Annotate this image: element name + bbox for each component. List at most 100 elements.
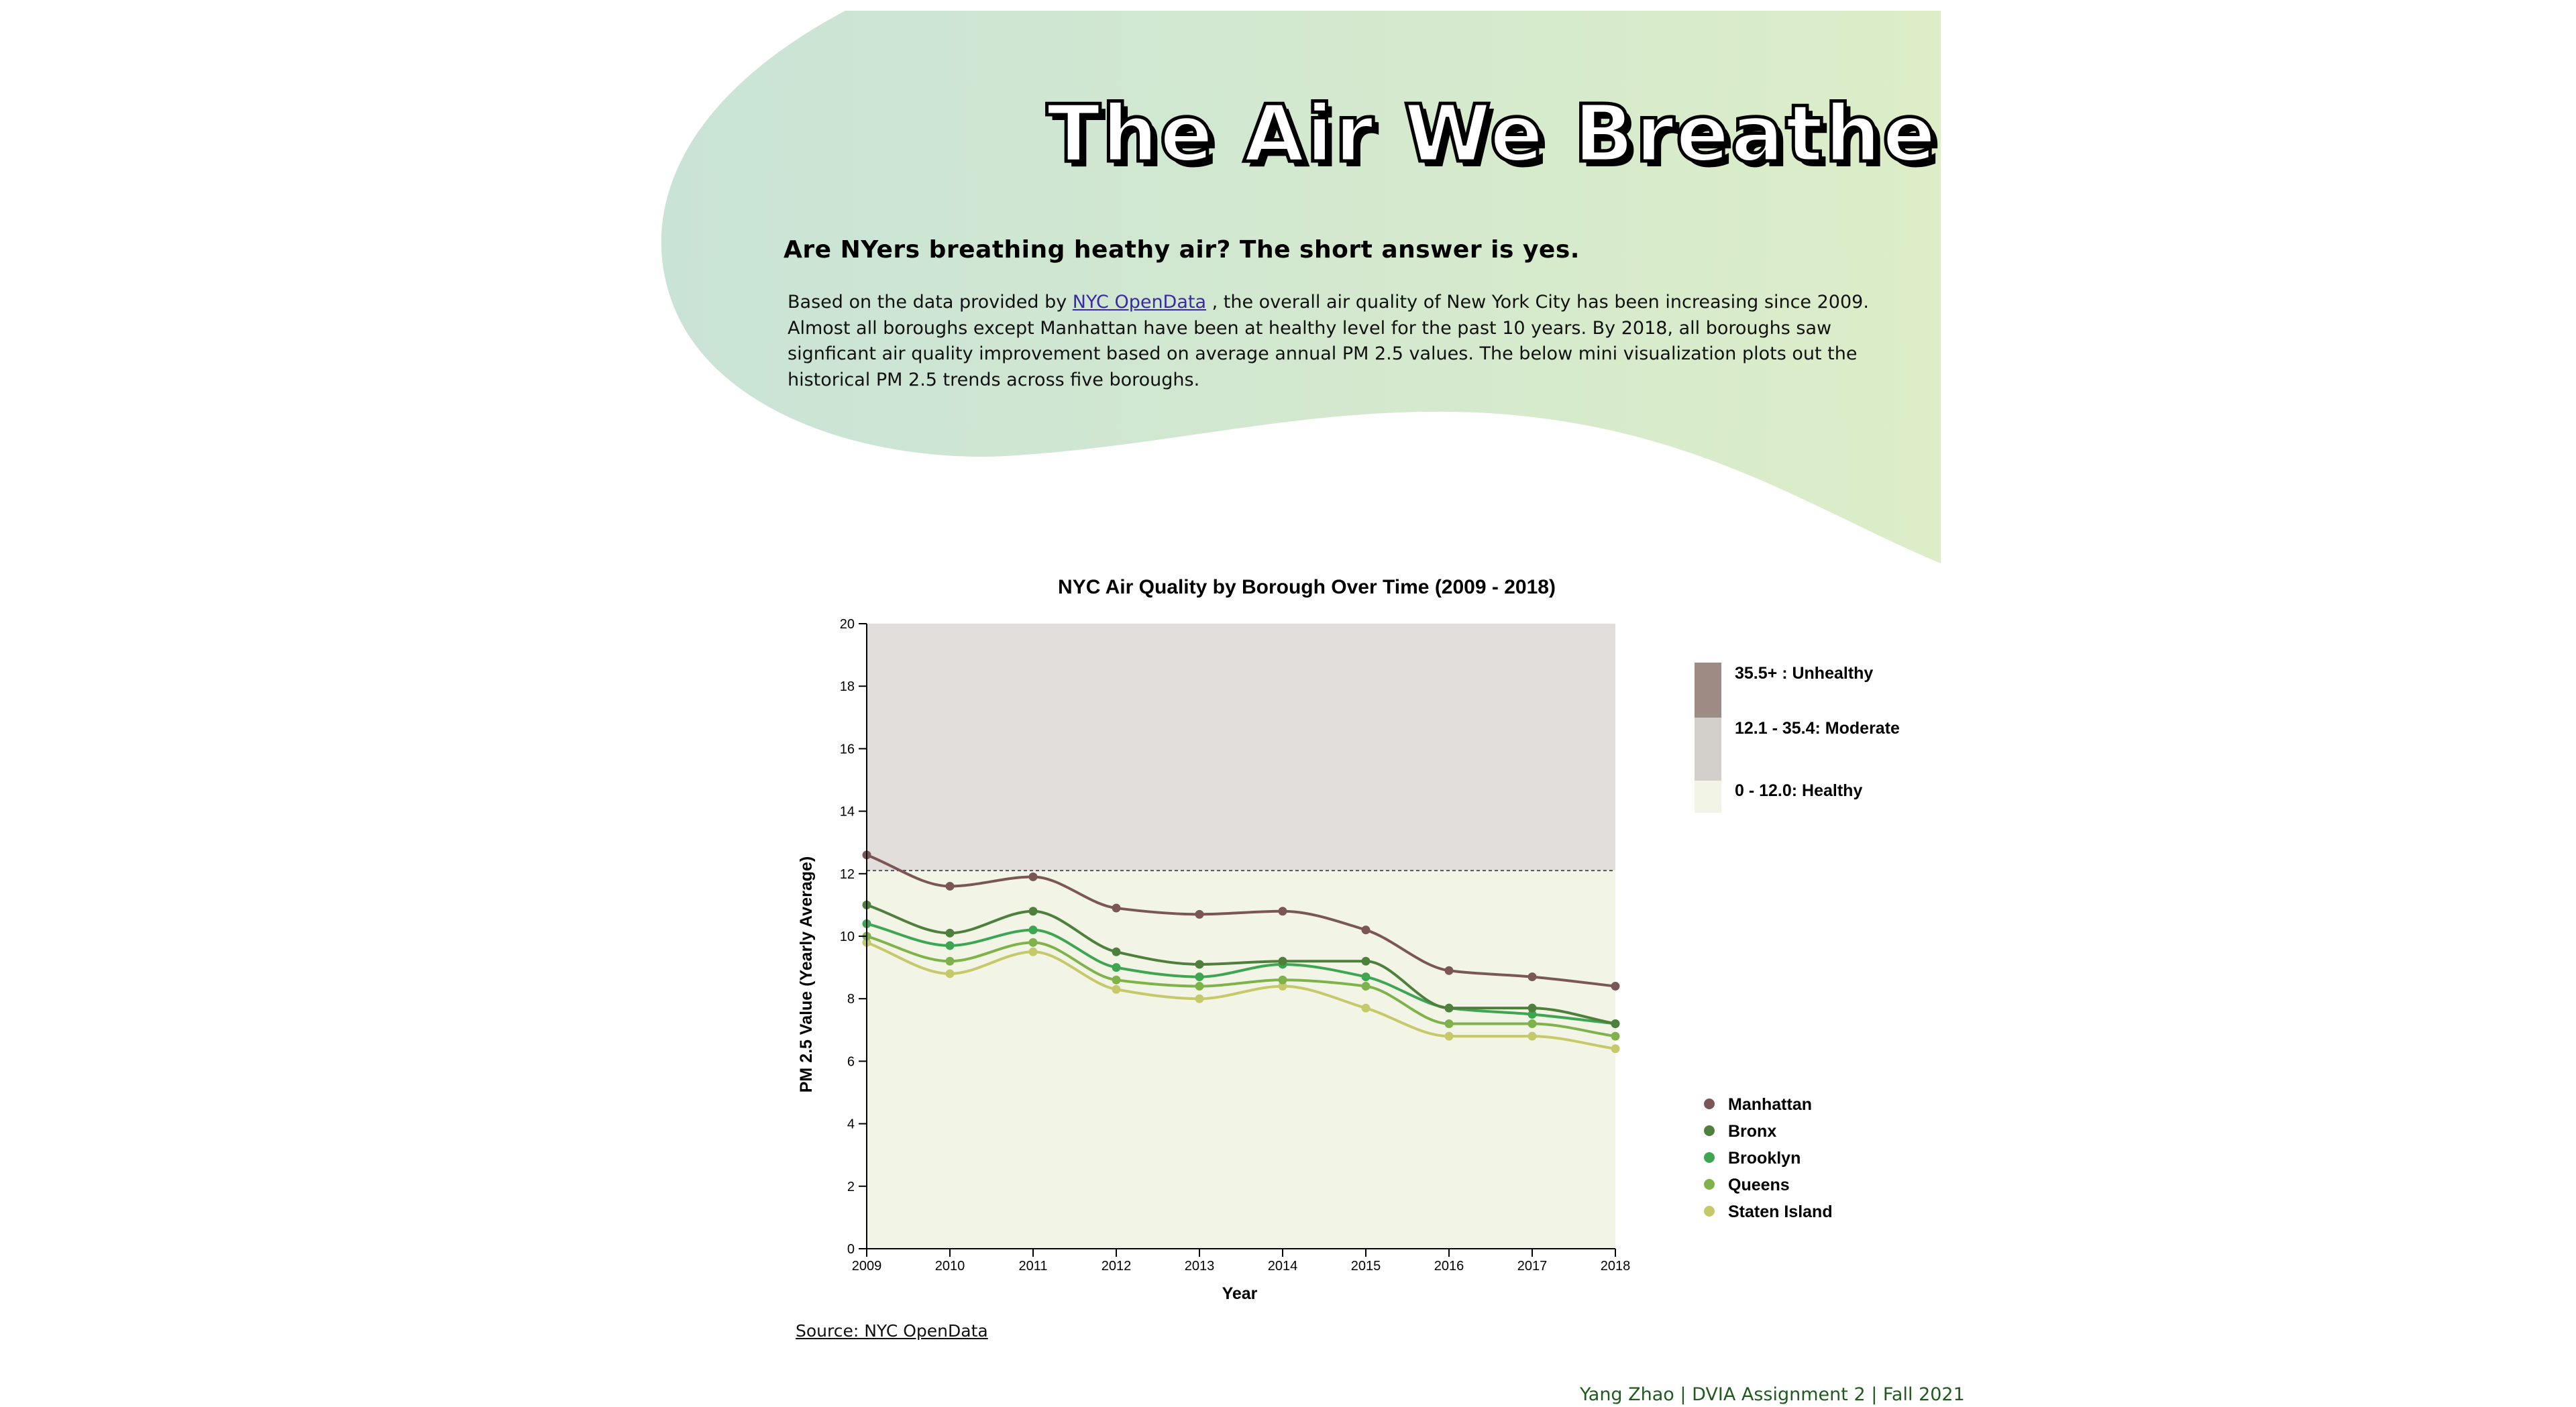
legend-dot-queens bbox=[1704, 1179, 1715, 1190]
legend-label-queens: Queens bbox=[1728, 1176, 1790, 1194]
data-point-staten-island-2018[interactable] bbox=[1611, 1044, 1620, 1054]
data-point-bronx-2018[interactable] bbox=[1611, 1019, 1620, 1028]
data-point-staten-island-2017[interactable] bbox=[1527, 1031, 1537, 1041]
band-swatch-unhealthy bbox=[1695, 663, 1721, 718]
legend-label-staten-island: Staten Island bbox=[1728, 1202, 1833, 1221]
x-tick-label: 2013 bbox=[1185, 1259, 1215, 1274]
chart-title: NYC Air Quality by Borough Over Time (20… bbox=[1058, 576, 1556, 598]
data-point-manhattan-2018[interactable] bbox=[1611, 982, 1620, 991]
intro-paragraph: Based on the data provided by NYC OpenDa… bbox=[788, 290, 1901, 393]
x-tick-label: 2016 bbox=[1434, 1259, 1464, 1274]
data-point-queens-2010[interactable] bbox=[945, 956, 955, 966]
legend-label-manhattan: Manhattan bbox=[1728, 1095, 1812, 1114]
data-point-staten-island-2013[interactable] bbox=[1195, 994, 1204, 1003]
data-point-queens-2018[interactable] bbox=[1611, 1031, 1620, 1041]
x-tick-label: 2018 bbox=[1601, 1259, 1631, 1274]
data-point-queens-2012[interactable] bbox=[1112, 975, 1121, 984]
x-axis-label: Year bbox=[1222, 1284, 1258, 1303]
data-point-manhattan-2016[interactable] bbox=[1444, 966, 1454, 975]
data-point-staten-island-2011[interactable] bbox=[1028, 947, 1038, 956]
data-point-bronx-2013[interactable] bbox=[1195, 960, 1204, 969]
x-tick-label: 2014 bbox=[1268, 1259, 1298, 1274]
source-note: Source: NYC OpenData bbox=[796, 1321, 988, 1341]
series-line-manhattan bbox=[866, 853, 1616, 988]
data-point-brooklyn-2010[interactable] bbox=[945, 941, 955, 950]
x-tick-label: 2009 bbox=[852, 1259, 882, 1274]
data-point-staten-island-2014[interactable] bbox=[1278, 982, 1287, 991]
y-tick-label: 2 bbox=[847, 1180, 855, 1194]
data-point-manhattan-2010[interactable] bbox=[945, 881, 955, 891]
x-tick-label: 2017 bbox=[1517, 1259, 1548, 1274]
y-tick-label: 12 bbox=[840, 867, 855, 882]
x-tick-label: 2011 bbox=[1018, 1259, 1047, 1274]
legend-dot-bronx bbox=[1704, 1125, 1715, 1136]
data-point-queens-2013[interactable] bbox=[1195, 982, 1204, 991]
y-tick-label: 16 bbox=[840, 742, 855, 756]
band-legend-label-unhealthy: 35.5+ : Unhealthy bbox=[1735, 664, 1873, 683]
y-tick-label: 10 bbox=[840, 930, 855, 944]
legend-label-brooklyn: Brooklyn bbox=[1728, 1149, 1801, 1168]
data-point-staten-island-2016[interactable] bbox=[1444, 1031, 1454, 1041]
data-point-manhattan-2011[interactable] bbox=[1028, 872, 1038, 881]
data-point-manhattan-2012[interactable] bbox=[1112, 903, 1121, 913]
band-swatch-moderate bbox=[1695, 718, 1721, 781]
data-point-staten-island-2015[interactable] bbox=[1361, 1003, 1371, 1013]
y-tick-label: 20 bbox=[840, 617, 855, 632]
legend-dot-manhattan bbox=[1704, 1099, 1715, 1109]
y-tick-label: 14 bbox=[840, 805, 855, 820]
legend-label-bronx: Bronx bbox=[1728, 1122, 1776, 1141]
data-point-bronx-2012[interactable] bbox=[1112, 947, 1121, 956]
band-legend-label-moderate: 12.1 - 35.4: Moderate bbox=[1735, 719, 1900, 738]
data-point-queens-2011[interactable] bbox=[1028, 938, 1038, 947]
footer-credit: Yang Zhao | DVIA Assignment 2 | Fall 202… bbox=[1580, 1384, 1965, 1405]
y-tick-label: 4 bbox=[847, 1117, 855, 1132]
data-point-brooklyn-2013[interactable] bbox=[1195, 972, 1204, 982]
y-tick-label: 0 bbox=[847, 1242, 855, 1257]
x-tick-label: 2012 bbox=[1102, 1259, 1132, 1274]
series-line-brooklyn bbox=[866, 922, 1616, 1025]
y-axis-label: PM 2.5 Value (Yearly Average) bbox=[797, 856, 816, 1093]
legend-dot-brooklyn bbox=[1704, 1152, 1715, 1163]
data-point-queens-2014[interactable] bbox=[1278, 975, 1287, 984]
data-point-bronx-2015[interactable] bbox=[1361, 956, 1371, 966]
series-line-staten-island bbox=[866, 941, 1616, 1050]
data-point-bronx-2010[interactable] bbox=[945, 928, 955, 938]
data-point-manhattan-2017[interactable] bbox=[1527, 972, 1537, 982]
data-point-staten-island-2012[interactable] bbox=[1112, 984, 1121, 994]
data-point-staten-island-2010[interactable] bbox=[945, 969, 955, 978]
data-point-manhattan-2013[interactable] bbox=[1195, 909, 1204, 919]
moderate-zone bbox=[867, 624, 1615, 871]
band-swatch-healthy bbox=[1695, 781, 1721, 813]
data-point-manhattan-2014[interactable] bbox=[1278, 907, 1287, 916]
data-point-bronx-2016[interactable] bbox=[1444, 1003, 1454, 1013]
data-point-brooklyn-2017[interactable] bbox=[1527, 1010, 1537, 1019]
page-title: The Air We Breathe bbox=[1045, 86, 1938, 182]
y-tick-label: 8 bbox=[847, 992, 855, 1007]
data-point-bronx-2014[interactable] bbox=[1278, 956, 1287, 966]
data-point-brooklyn-2012[interactable] bbox=[1112, 963, 1121, 972]
intro-text-after: , the overall air quality of New York Ci… bbox=[788, 292, 1869, 390]
hero-blob bbox=[661, 11, 1941, 563]
nyc-opendata-link[interactable]: NYC OpenData bbox=[1072, 292, 1207, 313]
data-point-queens-2015[interactable] bbox=[1361, 982, 1371, 991]
series-line-bronx bbox=[866, 903, 1616, 1025]
data-point-brooklyn-2011[interactable] bbox=[1028, 925, 1038, 935]
page-subtitle: Are NYers breathing heathy air? The shor… bbox=[784, 236, 1580, 264]
x-tick-label: 2015 bbox=[1351, 1259, 1381, 1274]
data-point-brooklyn-2015[interactable] bbox=[1361, 972, 1371, 982]
intro-text-before: Based on the data provided by bbox=[788, 292, 1073, 313]
data-point-queens-2016[interactable] bbox=[1444, 1019, 1454, 1028]
y-tick-label: 18 bbox=[840, 679, 855, 694]
legend-dot-staten-island bbox=[1704, 1206, 1715, 1217]
y-tick-label: 6 bbox=[847, 1054, 855, 1069]
data-point-queens-2017[interactable] bbox=[1527, 1019, 1537, 1028]
healthy-zone bbox=[867, 870, 1615, 1249]
data-point-bronx-2011[interactable] bbox=[1028, 907, 1038, 916]
data-point-bronx-2017[interactable] bbox=[1527, 1003, 1537, 1013]
x-tick-label: 2010 bbox=[935, 1259, 965, 1274]
data-point-manhattan-2015[interactable] bbox=[1361, 925, 1371, 935]
series-line-queens bbox=[866, 935, 1616, 1038]
band-legend-label-healthy: 0 - 12.0: Healthy bbox=[1735, 781, 1862, 800]
